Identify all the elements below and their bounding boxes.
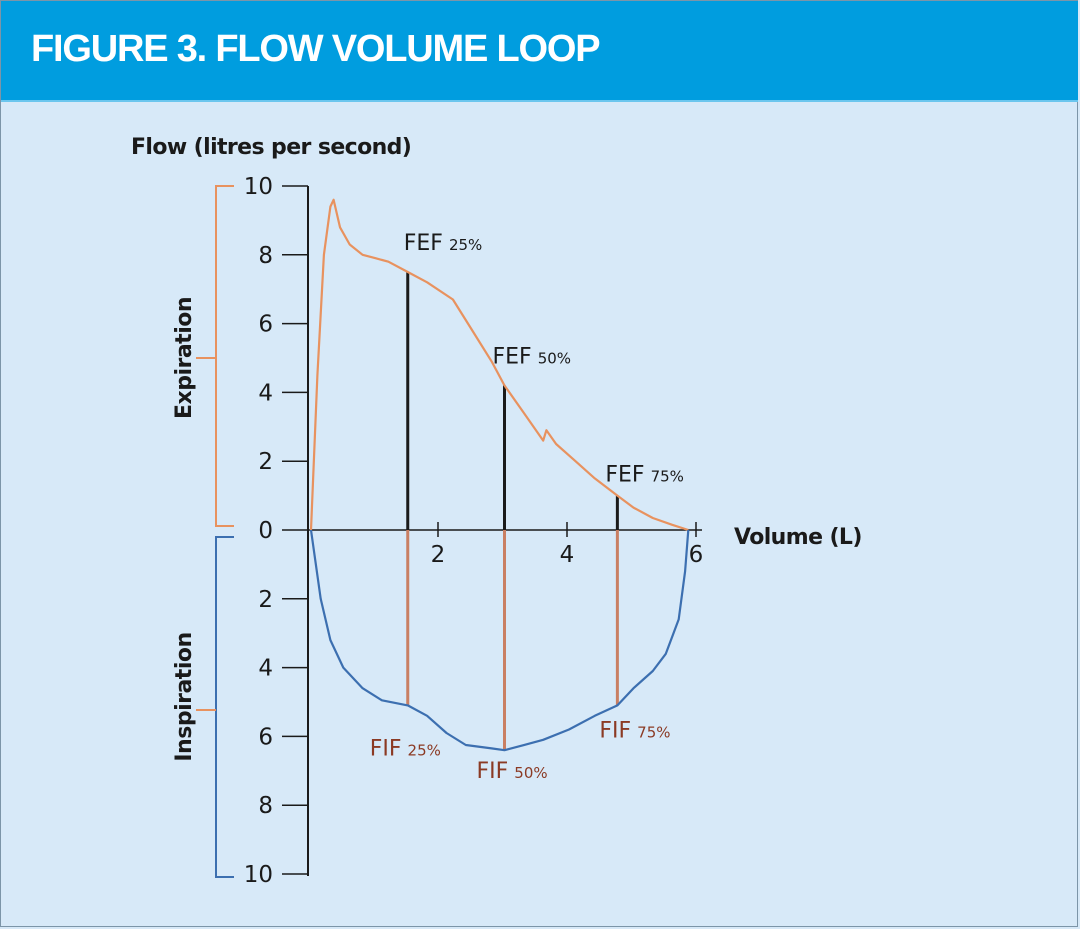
- inspiration-bracket: [215, 536, 234, 878]
- expiration-bracket: [196, 185, 234, 527]
- percentile-labels: FEF 25% FEF 50% FEF 75% FIF 25% FIF 50% FIF 75%: [370, 231, 684, 784]
- y-tick-insp-6-label: 6: [258, 724, 273, 750]
- y-tick-insp-8-label: 8: [258, 793, 273, 819]
- y-tick-exp-0-label: 0: [258, 518, 273, 544]
- expiration-curve: [309, 198, 689, 532]
- y-axis-ticks: 10 8 6 4 2 0 2 4 6 8 10: [244, 174, 308, 888]
- expiration-label: Expiration: [172, 297, 197, 419]
- x-tick-label-4: 4: [560, 542, 575, 568]
- fef-75-label: FEF 75%: [605, 463, 684, 488]
- x-axis-ticks: 2 4 6: [431, 522, 704, 568]
- figure-header: FIGURE 3. FLOW VOLUME LOOP: [1, 1, 1078, 102]
- x-axis-title: Volume (L): [734, 525, 862, 550]
- y-tick-insp-10-label: 10: [244, 862, 273, 888]
- fif-50-label: FIF 50%: [477, 759, 548, 784]
- y-tick-exp-6-label: 6: [258, 312, 273, 338]
- figure-title: FIGURE 3. FLOW VOLUME LOOP: [31, 28, 601, 70]
- fef-25-label: FEF 25%: [404, 231, 483, 256]
- y-axis-title: Flow (litres per second): [131, 135, 411, 160]
- y-tick-insp-4-label: 4: [258, 656, 273, 682]
- y-tick-exp-2-label: 2: [258, 449, 273, 475]
- y-tick-exp-10-label: 10: [244, 174, 273, 200]
- inspiration-curve: [309, 529, 690, 752]
- y-tick-exp-4-label: 4: [258, 380, 273, 406]
- fef-50-label: FEF 50%: [493, 345, 572, 370]
- inspiration-label: Inspiration: [172, 632, 197, 761]
- percentile-markers: [406, 272, 619, 751]
- y-tick-insp-2-label: 2: [258, 587, 273, 613]
- x-tick-label-6: 6: [689, 542, 704, 568]
- fif-25-label: FIF 25%: [370, 736, 441, 761]
- y-tick-exp-8-label: 8: [258, 243, 273, 269]
- fif-75-label: FIF 75%: [599, 718, 670, 743]
- x-tick-label-2: 2: [431, 542, 446, 568]
